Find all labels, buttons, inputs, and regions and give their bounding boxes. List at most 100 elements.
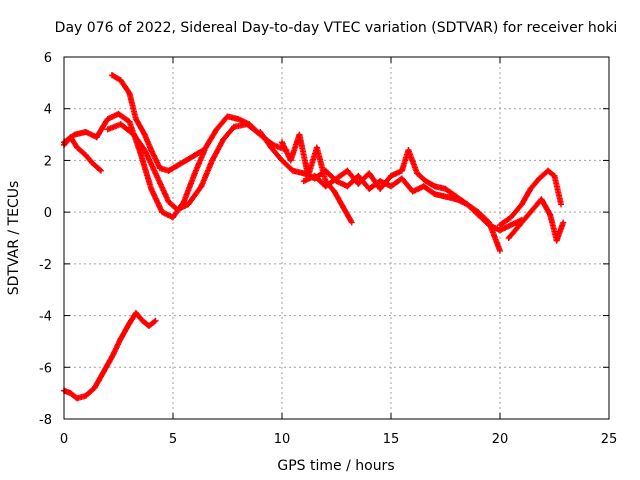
data-point (165, 198, 172, 205)
data-point (344, 167, 351, 174)
data-point (497, 247, 503, 254)
data-point (311, 172, 318, 179)
data-point (388, 183, 394, 190)
y-tick-label: 6 (44, 51, 52, 66)
data-point (67, 134, 74, 141)
chart-title: Day 076 of 2022, Sidereal Day-to-day VTE… (55, 20, 618, 36)
data-point (560, 219, 567, 226)
series-8 (497, 167, 565, 229)
y-tick-label: 2 (44, 154, 52, 169)
data-point (89, 160, 96, 167)
data-point (100, 369, 107, 376)
y-tick-label: -6 (39, 361, 52, 376)
data-point (527, 209, 534, 216)
data-point (497, 222, 503, 229)
data-point (82, 152, 89, 159)
data-point (313, 144, 320, 151)
data-point (538, 196, 545, 203)
data-point (174, 162, 181, 169)
data-point (322, 183, 329, 190)
series-10 (61, 309, 159, 402)
data-point (139, 317, 146, 324)
data-point (507, 222, 514, 229)
data-point (296, 131, 303, 138)
data-point (93, 134, 100, 141)
data-point (505, 235, 512, 241)
data-point (132, 309, 139, 316)
data-point (398, 175, 405, 182)
data-point (300, 178, 307, 185)
data-point (464, 201, 471, 208)
data-point (191, 152, 198, 159)
data-point (108, 353, 115, 360)
data-point (148, 147, 155, 154)
data-point (355, 180, 362, 187)
grid (64, 57, 609, 419)
data-point (183, 157, 190, 164)
y-axis-label: SDTVAR / TECUs (6, 181, 22, 296)
y-tick-label: -4 (39, 310, 52, 325)
series-marker-trail (300, 147, 503, 253)
data-point (117, 121, 124, 128)
data-point (536, 175, 543, 182)
data-point (553, 237, 560, 244)
data-point (141, 131, 148, 138)
data-point (486, 219, 493, 226)
data-point (224, 113, 231, 120)
data-point (420, 183, 427, 190)
data-point (170, 214, 176, 221)
data-point (289, 167, 296, 174)
data-point (340, 203, 347, 210)
data-point (287, 157, 294, 164)
data-point (244, 121, 251, 128)
data-point (132, 116, 139, 123)
series-9 (505, 196, 567, 244)
x-tick-label: 15 (383, 432, 400, 447)
data-point (547, 211, 554, 218)
data-point (82, 392, 89, 399)
data-point (115, 110, 122, 117)
series-marker-trail (109, 72, 206, 174)
data-point (117, 77, 124, 84)
data-point (74, 395, 81, 402)
data-point (355, 172, 362, 179)
data-point (442, 185, 449, 192)
data-point (98, 167, 105, 174)
x-axis-label: GPS time / hours (277, 458, 394, 474)
data-point (130, 131, 137, 138)
data-point (507, 214, 514, 221)
data-point (141, 147, 148, 154)
data-point (518, 201, 525, 208)
y-tick-label: -2 (39, 258, 52, 273)
data-point (414, 170, 421, 177)
axis-ticks: 0 5 10 15 20 25 -8 -6 -4 -2 0 2 4 6 (39, 51, 617, 447)
data-point (527, 185, 534, 192)
series-7 (300, 147, 503, 254)
data-point (74, 144, 81, 151)
data-point (279, 139, 285, 146)
data-point (198, 183, 205, 190)
data-point (257, 128, 264, 135)
data-point (220, 136, 227, 143)
series-3 (108, 72, 207, 174)
data-point (268, 144, 275, 151)
data-point (453, 193, 460, 200)
data-point (159, 209, 166, 216)
data-point (82, 128, 89, 135)
data-point (544, 167, 551, 174)
data-point (156, 165, 163, 172)
data-point (344, 183, 351, 190)
data-point (165, 167, 172, 174)
y-tick-label: 4 (44, 103, 52, 118)
plot-frame (63, 56, 610, 420)
y-tick-label: 0 (44, 206, 52, 221)
data-point (104, 116, 111, 123)
x-tick-label: 25 (601, 432, 618, 447)
data-point (377, 178, 384, 185)
series-marker-trail (505, 196, 566, 244)
data-point (126, 118, 133, 125)
plot-area (61, 72, 567, 402)
data-point (497, 227, 503, 234)
data-point (475, 209, 482, 216)
data-point (398, 167, 405, 174)
